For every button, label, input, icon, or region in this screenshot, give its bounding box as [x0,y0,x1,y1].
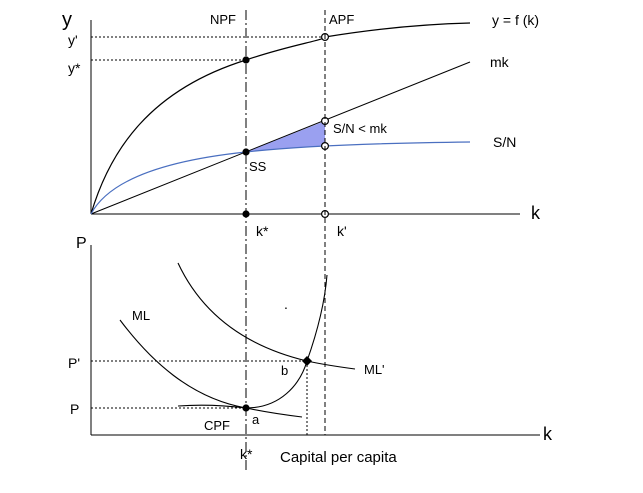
cpf-curve [177,274,328,409]
point-a [242,404,250,412]
ml-curve [119,319,303,418]
point-b [302,356,312,366]
mk-line-label: mk [490,54,510,70]
upper-panel: y k y' y* y = f (k) mk S/N S/N < mk SS k… [62,9,541,239]
production-curve [90,22,471,215]
gap-annotation: S/N < mk [333,121,387,136]
upper-x-axis-label: k [531,203,541,223]
y-prime-tick-label: y' [68,32,78,48]
k-star-tick-label: k* [256,223,269,239]
point-b-label: b [281,363,288,378]
stray-dot: . [284,296,288,312]
steady-state-point [242,148,250,156]
mk-line [90,61,471,215]
production-curve-label: y = f (k) [492,12,539,28]
p-prime-tick-label: P' [68,355,80,371]
ml-prime-curve [177,262,356,370]
lower-y-axis-label: P [76,235,87,252]
ml-prime-curve-label: ML' [364,362,385,377]
lower-x-axis-label: k [543,424,553,444]
npf-label: NPF [210,12,236,27]
savings-curve [90,141,471,215]
ml-curve-label: ML [132,308,150,323]
steady-state-label: SS [249,159,267,174]
y-star-tick-label: y* [68,60,81,76]
k-prime-tick-label: k' [337,223,347,239]
lower-k-star-label: k* [240,446,253,462]
apf-label: APF [329,12,354,27]
cpf-curve-label: CPF [204,418,230,433]
point-a-label: a [252,412,260,427]
p-tick-label: P [70,401,79,417]
savings-curve-label: S/N [493,134,516,150]
x-axis-caption: Capital per capita [280,449,397,466]
upper-y-axis-label: y [62,9,72,31]
lower-panel: P k P' P ML ML' CPF a b . k* Capital per… [68,235,553,466]
